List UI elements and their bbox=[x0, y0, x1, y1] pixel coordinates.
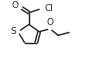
Text: O: O bbox=[47, 18, 54, 27]
Text: S: S bbox=[10, 27, 16, 36]
Text: Cl: Cl bbox=[44, 4, 53, 13]
Text: O: O bbox=[12, 1, 19, 10]
